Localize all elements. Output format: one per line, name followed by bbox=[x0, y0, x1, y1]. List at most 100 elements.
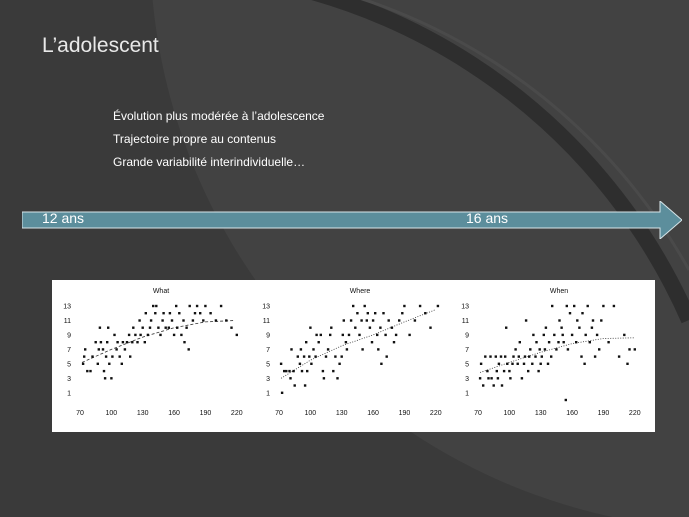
data-point bbox=[279, 362, 283, 365]
data-point bbox=[553, 333, 556, 337]
data-point bbox=[108, 362, 111, 365]
y-tick-label: 5 bbox=[266, 361, 270, 368]
data-point bbox=[520, 377, 524, 380]
timeline-end-label: 16 ans bbox=[466, 210, 509, 226]
y-tick-label: 11 bbox=[64, 318, 71, 325]
data-point bbox=[540, 355, 543, 358]
data-point bbox=[329, 333, 332, 337]
data-point bbox=[106, 341, 109, 344]
data-point bbox=[191, 319, 195, 322]
data-point bbox=[496, 377, 500, 380]
data-point bbox=[199, 312, 202, 315]
data-point bbox=[341, 333, 344, 337]
data-point bbox=[384, 333, 387, 337]
x-tick-label: 130 bbox=[137, 410, 149, 417]
data-point bbox=[188, 304, 191, 308]
data-point bbox=[535, 341, 538, 344]
data-point bbox=[570, 333, 574, 337]
data-point bbox=[138, 319, 141, 322]
data-point bbox=[290, 348, 293, 351]
data-point bbox=[81, 362, 85, 365]
data-point bbox=[489, 355, 492, 358]
data-point bbox=[164, 326, 167, 329]
data-point bbox=[580, 355, 583, 358]
data-point bbox=[590, 326, 594, 329]
x-tick-label: 100 bbox=[106, 410, 118, 417]
data-point bbox=[306, 369, 309, 373]
data-point bbox=[321, 369, 325, 373]
data-point bbox=[551, 304, 554, 308]
data-point bbox=[356, 312, 359, 315]
data-point bbox=[578, 326, 581, 329]
data-point bbox=[543, 348, 547, 351]
data-point bbox=[340, 355, 343, 358]
data-point bbox=[538, 348, 541, 351]
data-point bbox=[176, 326, 179, 329]
data-point bbox=[83, 355, 86, 358]
y-tick-label: 11 bbox=[263, 318, 270, 325]
data-point bbox=[167, 326, 170, 329]
data-point bbox=[305, 341, 308, 344]
data-point bbox=[508, 369, 511, 373]
data-point bbox=[175, 304, 178, 308]
data-point bbox=[103, 377, 107, 380]
y-tick-label: 1 bbox=[465, 390, 469, 397]
data-point bbox=[586, 304, 589, 308]
data-point bbox=[187, 348, 190, 351]
y-tick-label: 9 bbox=[67, 332, 71, 339]
y-tick-label: 1 bbox=[67, 390, 71, 397]
data-point bbox=[317, 341, 320, 344]
data-point bbox=[338, 362, 341, 365]
y-tick-label: 9 bbox=[465, 332, 469, 339]
data-point bbox=[366, 312, 369, 315]
data-point bbox=[593, 355, 597, 358]
charts-panel: What 1 3 5 7 9 11 13 70 100 130 160 190 220 Where 1 3 5 7… bbox=[52, 280, 655, 432]
data-point bbox=[358, 333, 361, 337]
data-point bbox=[504, 355, 507, 358]
data-point bbox=[94, 341, 97, 344]
data-point bbox=[195, 304, 199, 308]
data-point bbox=[628, 348, 631, 351]
data-point bbox=[588, 341, 591, 344]
trend-line bbox=[81, 320, 235, 363]
y-tick-label: 3 bbox=[266, 376, 270, 383]
data-point bbox=[330, 326, 333, 329]
x-tick-label: 100 bbox=[305, 410, 317, 417]
data-point bbox=[354, 326, 357, 329]
data-point bbox=[408, 333, 411, 337]
data-point bbox=[159, 333, 162, 337]
x-tick-label: 220 bbox=[231, 410, 243, 417]
data-point bbox=[149, 319, 153, 322]
y-tick-label: 13 bbox=[63, 304, 71, 311]
data-point bbox=[115, 348, 118, 351]
data-point bbox=[374, 312, 377, 315]
data-point bbox=[502, 369, 506, 373]
timeline-start-label: 12 ans bbox=[42, 210, 85, 226]
data-point bbox=[118, 355, 121, 358]
data-point bbox=[562, 341, 565, 344]
data-point bbox=[583, 362, 586, 365]
data-point bbox=[478, 377, 482, 380]
data-point bbox=[168, 312, 172, 315]
y-tick-label: 7 bbox=[67, 347, 71, 354]
data-point bbox=[113, 333, 116, 337]
data-point bbox=[347, 333, 351, 337]
data-point bbox=[283, 369, 286, 373]
y-tick-label: 9 bbox=[266, 332, 270, 339]
data-point bbox=[214, 319, 218, 322]
data-point bbox=[292, 369, 295, 373]
data-point bbox=[180, 333, 183, 337]
data-point bbox=[285, 369, 288, 373]
data-point bbox=[566, 348, 570, 351]
x-tick-label: 160 bbox=[168, 410, 180, 417]
data-point bbox=[379, 326, 382, 329]
data-point bbox=[626, 362, 629, 365]
data-point bbox=[300, 369, 304, 373]
data-point bbox=[482, 384, 485, 387]
data-point bbox=[598, 348, 601, 351]
data-point bbox=[312, 348, 315, 351]
data-point bbox=[512, 355, 515, 358]
data-point bbox=[509, 377, 512, 380]
